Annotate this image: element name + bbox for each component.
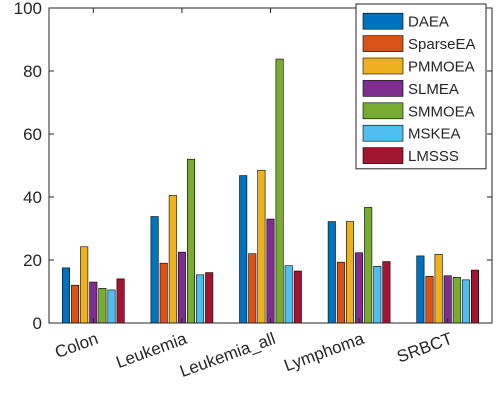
y-tick-label: 60 [23,125,42,144]
bar-pmmoea-lymphoma [345,221,354,324]
x-tick-label: SRBCT [394,329,455,367]
bar-slmea-srbct [443,275,452,324]
legend-label-daea: DAEA [408,14,449,31]
bar-sparseea-leukemia [159,262,168,324]
legend-label-lmsss: LMSSS [408,148,459,165]
bar-sparseea-colon [71,284,80,324]
legend-label-slmea: SLMEA [408,81,459,98]
y-tick-label: 0 [33,314,42,333]
bar-sparseea-srbct [425,276,434,324]
legend-swatch-mskea [362,124,404,142]
bar-lmsss-lymphoma [382,261,391,324]
legend-label-pmmoea: PMMOEA [408,59,475,76]
bar-smmoea-srbct [452,277,461,324]
bar-slmea-colon [89,281,98,324]
bar-mskea-leukemia [196,274,205,324]
bar-pmmoea-colon [80,246,89,324]
bar-sparseea-lymphoma [336,261,345,324]
bar-lmsss-srbct [470,269,479,324]
bar-slmea-leukemia_all [266,218,275,324]
x-tick-label: Colon [52,329,100,362]
legend: DAEA SparseEA PMMOEA SLMEA SMMOEA MSKEA LMSSS [355,3,487,170]
bar-mskea-leukemia_all [284,265,293,324]
x-tick-label: Lymphoma [282,329,367,376]
bar-daea-colon [61,267,70,324]
legend-swatch-daea [362,12,404,30]
y-tick-label: 100 [14,0,42,18]
legend-swatch-lmsss [362,147,404,164]
bar-lmsss-leukemia [205,272,214,324]
bar-daea-srbct [416,255,425,324]
legend-label-mskea: MSKEA [408,126,461,143]
bar-mskea-colon [107,289,116,324]
bar-smmoea-colon [98,288,107,324]
bar-slmea-lymphoma [355,252,364,324]
bar-pmmoea-leukemia [168,195,177,324]
bar-pmmoea-leukemia_all [257,169,266,324]
bar-smmoea-leukemia_all [275,58,284,324]
bar-lmsss-colon [116,278,125,324]
legend-label-smmoea: SMMOEA [408,103,475,120]
bar-slmea-leukemia [177,251,186,324]
bar-mskea-srbct [461,279,470,324]
legend-swatch-slmea [362,80,404,97]
legend-swatch-sparseea [362,35,404,52]
legend-label-sparseea: SparseEA [408,36,476,53]
legend-swatch-pmmoea [362,57,404,75]
legend-swatch-smmoea [362,102,404,120]
bar-pmmoea-srbct [434,254,443,324]
x-tick-label: Leukemia_all [177,329,278,381]
bar-smmoea-leukemia [187,158,196,324]
bar-sparseea-leukemia_all [248,253,257,324]
y-tick-label: 20 [23,251,42,270]
y-tick-label: 40 [23,188,42,207]
bar-mskea-lymphoma [373,265,382,324]
y-tick-label: 80 [23,62,42,81]
bar-daea-leukemia_all [239,175,248,324]
bar-lmsss-leukemia_all [293,270,302,324]
bar-smmoea-lymphoma [364,207,373,324]
bar-daea-lymphoma [327,221,336,324]
bar-daea-leukemia [150,216,159,324]
